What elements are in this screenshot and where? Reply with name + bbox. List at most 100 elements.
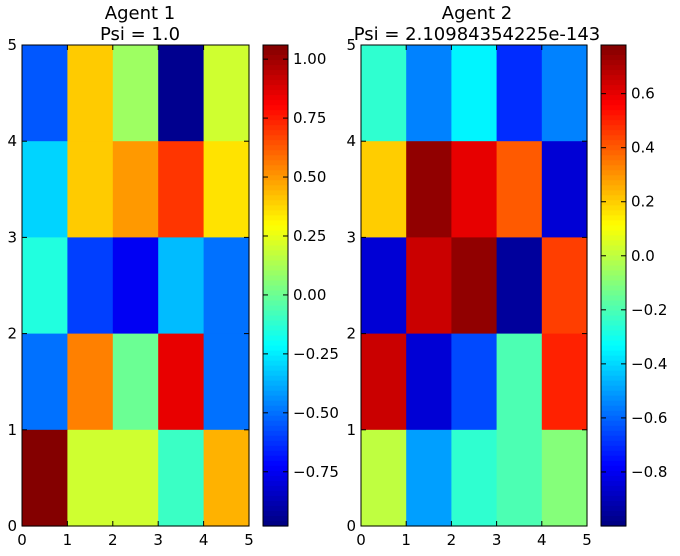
- agent-1-heatmap-cells: [22, 45, 250, 527]
- agent-1-colorbar-band: [263, 155, 288, 161]
- agent-1-colorbar-band: [263, 395, 288, 402]
- agent-2-colorbar-band: [601, 495, 626, 502]
- agent-2-x-tick-label: 5: [582, 531, 592, 549]
- agent-1-title-line-1: Agent 1: [105, 3, 175, 24]
- agent-1-colorbar-band: [263, 70, 288, 76]
- agent-1-colorbar-band: [263, 45, 288, 51]
- agent-1-cell-r4-c3: [158, 429, 205, 527]
- agent-1-colorbar-band: [263, 105, 288, 111]
- agent-1-colorbar-band: [263, 480, 288, 487]
- agent-2-colorbar-band: [601, 175, 626, 181]
- agent-1-colorbar-band: [263, 505, 288, 512]
- agent-2-colorbar: −0.8 −0.6 −0.4 −0.2 0.0 0.2 0.4 0.6: [600, 44, 667, 527]
- agent-2-cell-r0-c1: [406, 45, 452, 142]
- agent-1-colorbar-band: [263, 490, 288, 497]
- agent-1-colorbar-band: [263, 420, 288, 427]
- agent-2-colorbar-band: [601, 130, 626, 136]
- agent-2-colorbar-band: [601, 165, 626, 171]
- agent-2-colorbar-band: [601, 305, 626, 312]
- agent-2-colorbar-band: [601, 60, 626, 66]
- agent-2-y-tick-label: 5: [346, 36, 356, 54]
- agent-1-colorbar-band: [263, 330, 288, 337]
- agent-1-colorbar-band: [263, 125, 288, 131]
- agent-2-colorbar-band: [601, 290, 626, 297]
- agent-1-cell-r1-c0: [22, 141, 68, 238]
- agent-1-colorbar-band: [263, 360, 288, 367]
- agent-2-cell-r0-c4: [541, 45, 588, 142]
- agent-2-colorbar-band: [601, 450, 626, 457]
- agent-2-y-tick-label: 3: [346, 228, 356, 246]
- agent-2-colorbar-band: [601, 265, 626, 272]
- agent-2-panel: Agent 2 Psi = 2.10984354225e-143 0 1 2 3 4 50…: [346, 3, 667, 549]
- agent-2-colorbar-band: [601, 205, 626, 211]
- agent-1-colorbar-band: [263, 205, 288, 211]
- agent-2-x-tick-label: 2: [447, 531, 457, 549]
- agent-2-colorbar-band: [601, 95, 626, 101]
- agent-1-colorbar-band: [263, 250, 288, 257]
- agent-1-axes: 0 1 2 3 4 5 0 1 2 3 4 5: [7, 36, 253, 549]
- agent-1-colorbar-band: [263, 290, 288, 297]
- agent-2-cell-r3-c1: [406, 333, 452, 431]
- agent-2-colorbar-band: [601, 445, 626, 452]
- agent-2-colorbar-band: [601, 420, 626, 427]
- agent-1-cell-r2-c1: [67, 237, 114, 335]
- agent-1-colorbar-band: [263, 385, 288, 392]
- agent-1-colorbar-band: [263, 305, 288, 312]
- agent-1-colorbar-band: [263, 230, 288, 236]
- agent-1-x-tick-label: 3: [153, 531, 163, 549]
- agent-1-colorbar-tick-label: −0.25: [293, 345, 339, 363]
- agent-1-colorbar-tick-label: −0.50: [293, 404, 339, 422]
- agent-1-colorbar-band: [263, 140, 288, 146]
- agent-1-plot-frame: [21, 44, 250, 527]
- agent-2-colorbar-band: [601, 375, 626, 382]
- agent-2-x-tick-label: 3: [492, 531, 502, 549]
- agent-2-colorbar-band: [601, 70, 626, 76]
- agent-1-cell-r1-c4: [203, 141, 250, 238]
- agent-1-cell-r0-c3: [158, 45, 205, 142]
- agent-2-colorbar-band: [601, 190, 626, 196]
- agent-2-cell-r4-c1: [406, 429, 452, 527]
- agent-1-cell-r3-c1: [67, 333, 114, 431]
- agent-1-colorbar-band: [263, 280, 288, 287]
- agent-1-cell-r1-c3: [158, 141, 205, 238]
- agent-2-colorbar-band: [601, 275, 626, 282]
- agent-1-colorbar-band: [263, 190, 288, 196]
- agent-2-colorbar-tick-label: 0.2: [631, 193, 655, 211]
- agent-2-colorbar-band: [601, 195, 626, 201]
- agent-2-cell-r1-c2: [451, 141, 498, 238]
- agent-2-colorbar-band: [601, 300, 626, 307]
- agent-1-colorbar-tick-label: 0.25: [293, 227, 326, 245]
- agent-1-y-tick-label: 0: [7, 517, 17, 535]
- agent-2-colorbar-band: [601, 75, 626, 81]
- agent-2-colorbar-tick-label: −0.4: [631, 355, 667, 373]
- agent-2-cell-r4-c3: [496, 429, 543, 527]
- agent-2-colorbar-band: [601, 185, 626, 191]
- agent-1-colorbar-band: [263, 180, 288, 186]
- agent-1-y-tick-label: 3: [7, 228, 17, 246]
- agent-2-cell-r4-c0: [361, 429, 407, 527]
- agent-2-cell-r2-c4: [541, 237, 588, 335]
- agent-2-colorbar-tick-label: −0.2: [631, 301, 667, 319]
- agent-2-colorbar-frame: [600, 44, 627, 527]
- agent-1-colorbar-band: [263, 275, 288, 282]
- agent-2-colorbar-band: [601, 105, 626, 111]
- agent-1-cell-r3-c4: [203, 333, 250, 431]
- agent-2-colorbar-tick-label: 0.6: [631, 85, 655, 103]
- agent-1-colorbar-band: [263, 325, 288, 332]
- agent-1-colorbar-band: [263, 210, 288, 216]
- agent-2-axes: 0 1 2 3 4 5 0 1 2 3 4 5: [346, 36, 591, 549]
- agent-2-cell-r0-c0: [361, 45, 407, 142]
- agent-1-colorbar-band: [263, 245, 288, 252]
- agent-2-colorbar-band: [601, 400, 626, 407]
- agent-1-colorbar-band: [263, 370, 288, 377]
- agent-1-colorbar-band: [263, 460, 288, 467]
- agent-1-colorbar-band: [263, 455, 288, 462]
- agent-1-colorbar-band: [263, 425, 288, 432]
- agent-1-colorbar-band: [263, 340, 288, 347]
- agent-2-colorbar-band: [601, 355, 626, 362]
- agent-2-colorbar-band: [601, 235, 626, 242]
- agent-2-colorbar-band: [601, 380, 626, 387]
- agent-1-colorbar-band: [263, 240, 288, 247]
- agent-1-colorbar-band: [263, 110, 288, 116]
- agent-2-colorbar-band: [601, 155, 626, 161]
